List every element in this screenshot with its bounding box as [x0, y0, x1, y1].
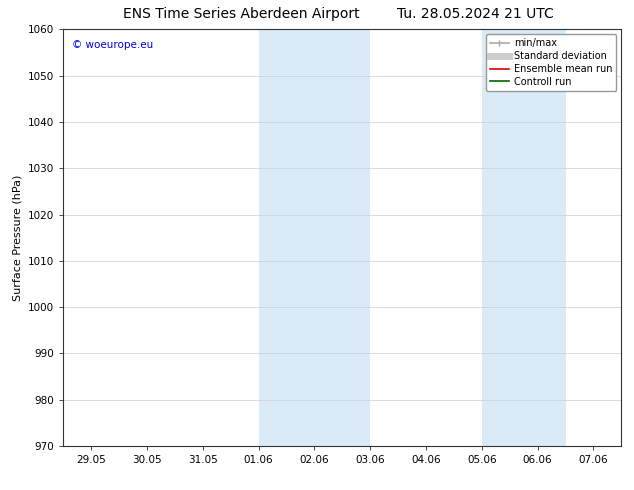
- Y-axis label: Surface Pressure (hPa): Surface Pressure (hPa): [13, 174, 23, 301]
- Text: ENS Time Series Aberdeen Airport: ENS Time Series Aberdeen Airport: [122, 7, 359, 22]
- Bar: [259, 29, 370, 446]
- Bar: [482, 29, 566, 446]
- Legend: min/max, Standard deviation, Ensemble mean run, Controll run: min/max, Standard deviation, Ensemble me…: [486, 34, 616, 91]
- Text: Tu. 28.05.2024 21 UTC: Tu. 28.05.2024 21 UTC: [397, 7, 554, 22]
- Text: © woeurope.eu: © woeurope.eu: [72, 40, 153, 50]
